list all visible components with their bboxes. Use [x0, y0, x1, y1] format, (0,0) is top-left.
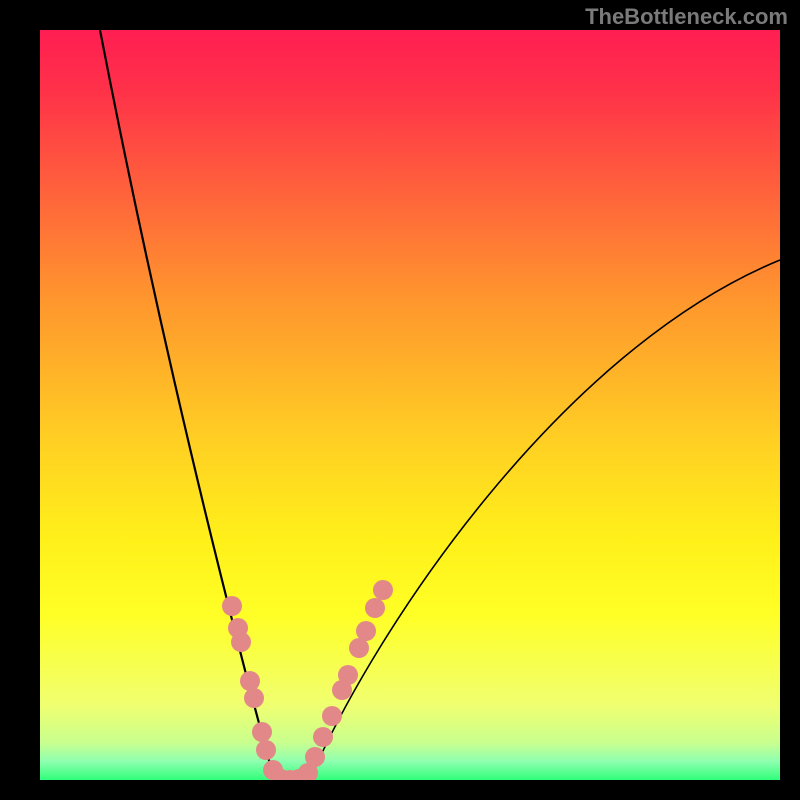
data-point	[252, 722, 272, 742]
data-point	[231, 632, 251, 652]
data-point	[256, 740, 276, 760]
data-point	[365, 598, 385, 618]
data-point	[305, 747, 325, 767]
data-point	[244, 688, 264, 708]
data-point	[349, 638, 369, 658]
data-point	[313, 727, 333, 747]
data-point	[322, 706, 342, 726]
watermark-text: TheBottleneck.com	[585, 4, 788, 30]
gradient-background	[40, 30, 780, 780]
data-point	[373, 580, 393, 600]
plot-area	[40, 30, 780, 780]
data-point	[356, 621, 376, 641]
data-point	[222, 596, 242, 616]
chart-container: TheBottleneck.com	[0, 0, 800, 800]
data-point	[338, 665, 358, 685]
